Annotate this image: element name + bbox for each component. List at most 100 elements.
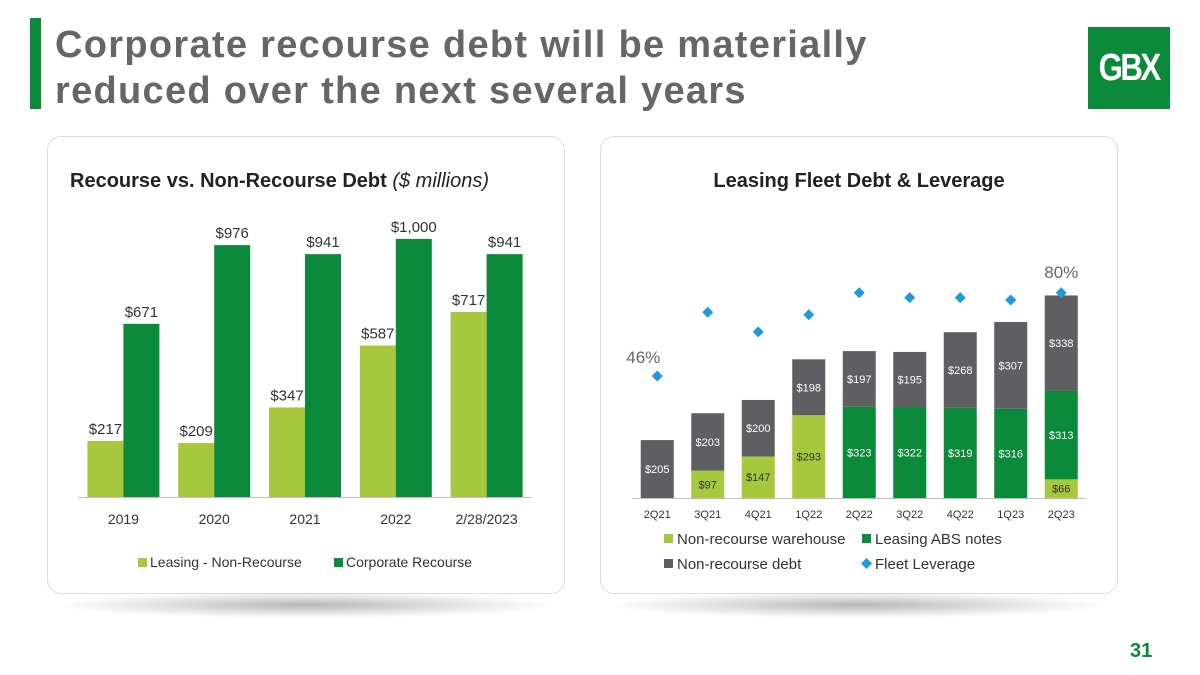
bar-value-label: $976	[216, 225, 249, 242]
segment-value-label: $338	[1049, 338, 1073, 350]
segment-value-label: $307	[999, 360, 1023, 372]
bar-nonrecourse-debt	[1044, 295, 1078, 391]
bar-nonrecourse-debt	[994, 322, 1028, 409]
bar-leasing-abs-notes	[943, 407, 977, 498]
segment-value-label: $268	[948, 365, 972, 377]
fleet-leverage-label: 46%	[626, 348, 660, 367]
fleet-leverage-marker	[904, 292, 916, 304]
logo-text: GBX	[1098, 46, 1162, 89]
fleet-leverage-marker	[752, 326, 764, 338]
segment-value-label: $205	[645, 464, 669, 476]
x-tick-label: 4Q22	[947, 509, 974, 521]
segment-value-label: $322	[898, 448, 922, 460]
bar-leasing-nonrecourse	[87, 440, 124, 497]
bar-nonrecourse-debt	[691, 413, 725, 471]
bar-value-label: $671	[125, 304, 158, 321]
panel-shadow-left	[60, 592, 550, 618]
bar-leasing-nonrecourse	[178, 443, 215, 497]
segment-value-label: $203	[696, 437, 720, 449]
bar-corporate-recourse	[395, 238, 432, 497]
bar-value-label: $941	[306, 234, 339, 251]
panel-shadow-right	[612, 592, 1102, 618]
fleet-leverage-marker	[803, 309, 815, 321]
x-tick-label: 2019	[108, 511, 139, 527]
bar-leasing-nonrecourse	[359, 345, 396, 497]
bar-nonrecourse-debt	[842, 351, 876, 407]
bar-nonrecourse-warehouse	[1044, 479, 1078, 498]
gbx-logo: GBX	[1088, 27, 1170, 109]
x-tick-label: 2021	[289, 511, 320, 527]
bar-corporate-recourse	[214, 245, 251, 497]
segment-value-label: $200	[746, 423, 770, 435]
x-tick-label: 3Q21	[694, 509, 721, 521]
bar-nonrecourse-debt	[792, 359, 826, 416]
legend-swatch	[138, 558, 147, 567]
segment-value-label: $195	[898, 374, 922, 386]
segment-value-label: $319	[948, 448, 972, 460]
bar-leasing-nonrecourse	[269, 407, 305, 497]
x-tick-label: 1Q23	[997, 509, 1024, 521]
x-tick-label: 2Q23	[1048, 509, 1075, 521]
bar-nonrecourse-warehouse	[741, 456, 775, 498]
bar-nonrecourse-warehouse	[792, 415, 826, 498]
segment-value-label: $293	[797, 452, 821, 464]
x-tick-label: 1Q22	[795, 509, 822, 521]
x-tick-label: 2Q22	[846, 509, 873, 521]
bar-value-label: $217	[89, 421, 122, 438]
legend-label: Leasing - Non-Recourse	[150, 554, 302, 570]
page-number: 31	[1130, 640, 1153, 662]
bar-nonrecourse-debt	[893, 351, 927, 408]
bar-value-label: $587	[361, 325, 394, 342]
bar-value-label: $1,000	[391, 219, 437, 236]
legend-swatch	[862, 534, 871, 543]
bar-value-label: $717	[452, 292, 485, 309]
bar-leasing-nonrecourse	[450, 311, 487, 497]
bar-value-label: $347	[270, 387, 303, 404]
segment-value-label: $66	[1052, 484, 1070, 496]
legend-label: Non-recourse warehouse	[677, 531, 845, 548]
fleet-leverage-marker	[651, 370, 663, 382]
x-tick-label: 2/28/2023	[455, 511, 517, 527]
fleet-leverage-marker	[853, 287, 865, 299]
bar-leasing-abs-notes	[893, 407, 927, 498]
recourse-chart-title-main: Recourse vs. Non-Recourse Debt	[70, 170, 393, 192]
fleet-leverage-marker	[1055, 287, 1067, 299]
bar-nonrecourse-debt	[943, 332, 977, 408]
legend-swatch	[664, 559, 673, 568]
slide-title: Corporate recourse debt will be material…	[55, 24, 868, 112]
bar-nonrecourse-warehouse	[691, 470, 725, 498]
bar-leasing-abs-notes	[842, 406, 876, 498]
legend-label: Leasing ABS notes	[875, 531, 1002, 548]
bar-corporate-recourse	[305, 254, 341, 497]
segment-value-label: $147	[746, 472, 770, 484]
x-tick-label: 3Q22	[896, 509, 923, 521]
title-accent-bar	[30, 18, 41, 109]
x-tick-label: 2022	[380, 511, 411, 527]
segment-value-label: $313	[1049, 430, 1073, 442]
legend-swatch	[664, 534, 673, 543]
segment-value-label: $198	[797, 382, 821, 394]
bar-nonrecourse-debt	[741, 399, 775, 457]
legend-label: Fleet Leverage	[875, 556, 975, 573]
legend-swatch	[861, 558, 872, 569]
bar-leasing-abs-notes	[994, 408, 1028, 498]
fleet-leverage-marker	[1005, 294, 1017, 306]
bar-value-label: $209	[180, 423, 213, 440]
bar-nonrecourse-debt	[640, 440, 674, 498]
fleet-leverage-marker	[702, 306, 714, 318]
legend-label: Corporate Recourse	[346, 554, 472, 570]
segment-value-label: $197	[847, 374, 871, 386]
segment-value-label: $323	[847, 447, 871, 459]
fleet-leverage-label: 80%	[1044, 263, 1078, 282]
fleet-leverage-marker	[954, 292, 966, 304]
segment-value-label: $97	[699, 479, 717, 491]
legend-label: Non-recourse debt	[677, 556, 802, 573]
recourse-chart-title-units: ($ millions)	[392, 170, 490, 192]
bar-corporate-recourse	[486, 254, 523, 497]
recourse-chart-title: Recourse vs. Non-Recourse Debt ($ millio…	[70, 170, 489, 193]
bar-value-label: $941	[488, 234, 521, 251]
bar-leasing-abs-notes	[1044, 390, 1078, 480]
bar-corporate-recourse	[123, 323, 160, 497]
leasing-chart-title: Leasing Fleet Debt & Leverage	[713, 170, 1005, 192]
